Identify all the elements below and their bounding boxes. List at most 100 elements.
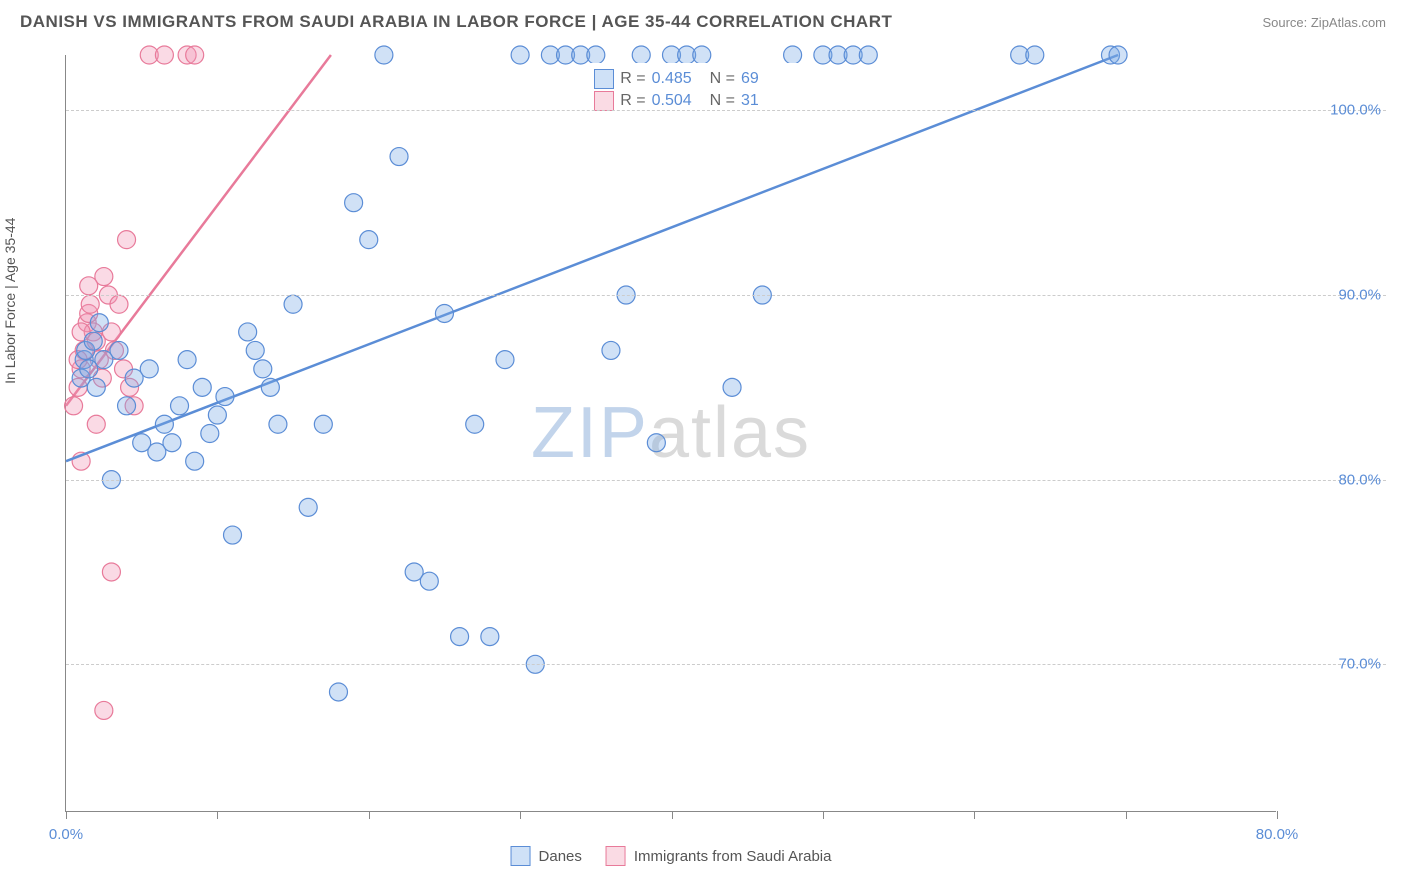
chart-header: DANISH VS IMMIGRANTS FROM SAUDI ARABIA I… (20, 12, 1386, 32)
data-point (360, 231, 378, 249)
chart-source: Source: ZipAtlas.com (1262, 15, 1386, 30)
stat-n-value-saudi: 31 (741, 92, 793, 110)
legend-swatch-danes (511, 846, 531, 866)
data-point (118, 231, 136, 249)
stat-n-label: N = (710, 70, 735, 88)
data-point (246, 341, 264, 359)
chart-container: In Labor Force | Age 35-44 ZIPatlas R = … (20, 45, 1386, 872)
y-tick-label: 100.0% (1286, 102, 1381, 119)
data-point (178, 351, 196, 369)
data-point (87, 378, 105, 396)
x-tick (1126, 811, 1127, 819)
legend-label-saudi: Immigrants from Saudi Arabia (634, 848, 832, 865)
data-point (155, 415, 173, 433)
y-axis-label: In Labor Force | Age 35-44 (2, 217, 18, 383)
x-tick (672, 811, 673, 819)
data-point (80, 277, 98, 295)
plot-svg (66, 55, 1276, 811)
data-point (81, 295, 99, 313)
data-point (1109, 46, 1127, 64)
data-point (602, 341, 620, 359)
stat-r-label: R = (620, 92, 645, 110)
data-point (193, 378, 211, 396)
gridline (66, 295, 1386, 296)
data-point (208, 406, 226, 424)
data-point (224, 526, 242, 544)
data-point (632, 46, 650, 64)
legend-label-danes: Danes (539, 848, 582, 865)
data-point (420, 572, 438, 590)
x-tick (520, 811, 521, 819)
data-point (496, 351, 514, 369)
data-point (511, 46, 529, 64)
data-point (647, 434, 665, 452)
x-tick-label: 0.0% (49, 826, 83, 843)
data-point (163, 434, 181, 452)
legend: Danes Immigrants from Saudi Arabia (511, 846, 832, 866)
data-point (693, 46, 711, 64)
data-point (186, 452, 204, 470)
stat-n-label: N = (710, 92, 735, 110)
data-point (466, 415, 484, 433)
x-tick (974, 811, 975, 819)
data-point (216, 388, 234, 406)
data-point (110, 295, 128, 313)
x-tick (217, 811, 218, 819)
stat-row-danes: R = 0.485 N = 69 (594, 69, 793, 89)
data-point (299, 498, 317, 516)
stat-r-label: R = (620, 70, 645, 88)
data-point (345, 194, 363, 212)
data-point (314, 415, 332, 433)
data-point (435, 304, 453, 322)
y-tick-label: 90.0% (1286, 287, 1381, 304)
data-point (84, 332, 102, 350)
data-point (186, 46, 204, 64)
data-point (155, 46, 173, 64)
data-point (261, 378, 279, 396)
data-point (140, 360, 158, 378)
data-point (102, 563, 120, 581)
data-point (859, 46, 877, 64)
legend-item-saudi: Immigrants from Saudi Arabia (606, 846, 832, 866)
data-point (481, 628, 499, 646)
data-point (269, 415, 287, 433)
data-point (110, 341, 128, 359)
data-point (65, 397, 83, 415)
data-point (329, 683, 347, 701)
correlation-stat-box: R = 0.485 N = 69 R = 0.504 N = 31 (586, 63, 801, 117)
data-point (201, 425, 219, 443)
gridline (66, 480, 1386, 481)
stat-swatch-saudi (594, 91, 614, 111)
data-point (118, 397, 136, 415)
legend-item-danes: Danes (511, 846, 582, 866)
data-point (95, 701, 113, 719)
data-point (239, 323, 257, 341)
data-point (87, 415, 105, 433)
data-point (784, 46, 802, 64)
stat-r-value-saudi: 0.504 (652, 92, 704, 110)
data-point (587, 46, 605, 64)
x-tick (369, 811, 370, 819)
x-tick (66, 811, 67, 819)
x-tick (823, 811, 824, 819)
gridline (66, 664, 1386, 665)
stat-n-value-danes: 69 (741, 70, 793, 88)
gridline (66, 110, 1386, 111)
chart-title: DANISH VS IMMIGRANTS FROM SAUDI ARABIA I… (20, 12, 892, 32)
stat-row-saudi: R = 0.504 N = 31 (594, 91, 793, 111)
stat-r-value-danes: 0.485 (652, 70, 704, 88)
data-point (254, 360, 272, 378)
plot-area: ZIPatlas R = 0.485 N = 69 R = 0.504 N = … (65, 55, 1276, 812)
data-point (1026, 46, 1044, 64)
data-point (723, 378, 741, 396)
data-point (171, 397, 189, 415)
x-tick (1277, 811, 1278, 819)
y-tick-label: 80.0% (1286, 471, 1381, 488)
data-point (375, 46, 393, 64)
data-point (451, 628, 469, 646)
data-point (390, 148, 408, 166)
legend-swatch-saudi (606, 846, 626, 866)
data-point (90, 314, 108, 332)
y-tick-label: 70.0% (1286, 656, 1381, 673)
x-tick-label: 80.0% (1256, 826, 1299, 843)
